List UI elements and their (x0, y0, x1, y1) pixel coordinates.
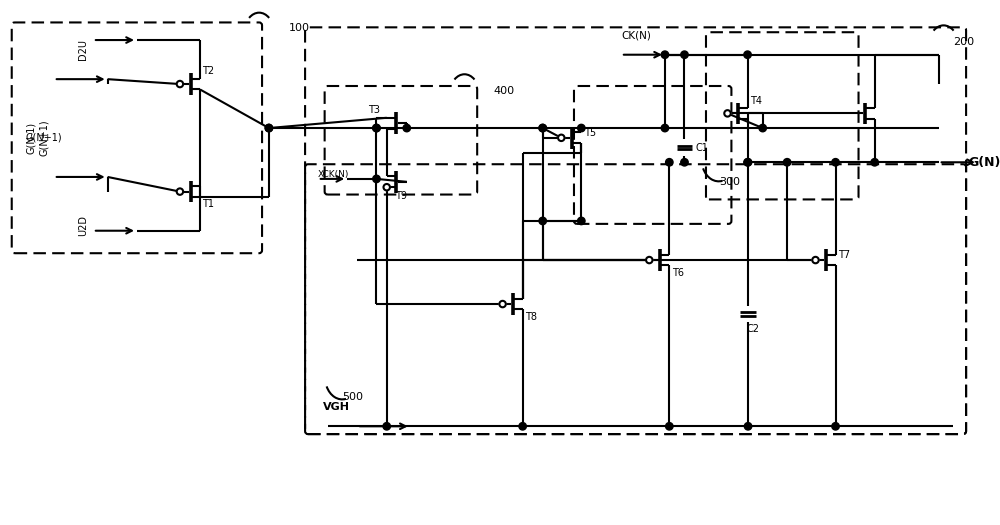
Circle shape (661, 51, 669, 58)
Text: T8: T8 (525, 312, 537, 322)
Circle shape (519, 423, 526, 430)
Text: T3: T3 (369, 106, 381, 116)
Text: T2: T2 (202, 66, 214, 76)
Text: 500: 500 (342, 392, 363, 402)
Circle shape (871, 159, 878, 166)
Text: C2: C2 (746, 323, 759, 333)
Text: XCK(N): XCK(N) (318, 171, 349, 180)
Circle shape (744, 159, 752, 166)
Text: T1: T1 (202, 200, 214, 209)
Circle shape (681, 51, 688, 58)
Text: CK(N): CK(N) (621, 30, 651, 40)
Circle shape (403, 124, 410, 132)
Circle shape (744, 51, 751, 58)
Circle shape (812, 257, 819, 263)
Circle shape (177, 188, 183, 195)
Circle shape (499, 301, 506, 307)
Circle shape (759, 124, 766, 132)
Circle shape (681, 159, 688, 166)
Text: T4: T4 (750, 96, 762, 106)
Circle shape (539, 124, 546, 132)
Circle shape (578, 217, 585, 225)
Circle shape (578, 124, 585, 132)
Circle shape (373, 124, 380, 132)
Circle shape (744, 159, 751, 166)
Circle shape (177, 81, 183, 87)
Circle shape (832, 159, 839, 166)
Circle shape (539, 124, 546, 132)
Text: G(N+1): G(N+1) (39, 120, 49, 156)
Text: 200: 200 (953, 37, 975, 47)
Text: 100: 100 (288, 23, 309, 33)
Circle shape (384, 184, 390, 191)
Circle shape (783, 159, 791, 166)
Text: D2U: D2U (78, 39, 88, 60)
Text: T7: T7 (838, 250, 850, 260)
Text: G(N+1): G(N+1) (26, 133, 62, 143)
Circle shape (666, 159, 673, 166)
Circle shape (383, 423, 390, 430)
Text: T5: T5 (584, 128, 596, 138)
Circle shape (373, 175, 380, 183)
Circle shape (265, 124, 273, 132)
Text: T6: T6 (672, 268, 684, 278)
Text: 400: 400 (494, 86, 515, 96)
Circle shape (539, 217, 546, 225)
Text: VGH: VGH (323, 402, 350, 412)
Text: G(N): G(N) (968, 156, 1000, 169)
Circle shape (724, 110, 731, 117)
Circle shape (666, 423, 673, 430)
Circle shape (646, 257, 653, 263)
Circle shape (661, 124, 669, 132)
Circle shape (265, 124, 273, 132)
Text: C1: C1 (696, 143, 709, 153)
Text: G(N-1): G(N-1) (26, 122, 36, 154)
Circle shape (744, 423, 752, 430)
Text: T9: T9 (395, 192, 407, 202)
Text: 300: 300 (719, 177, 740, 187)
Text: U2D: U2D (78, 215, 88, 236)
Circle shape (373, 124, 380, 132)
Circle shape (832, 423, 839, 430)
Circle shape (558, 134, 564, 141)
